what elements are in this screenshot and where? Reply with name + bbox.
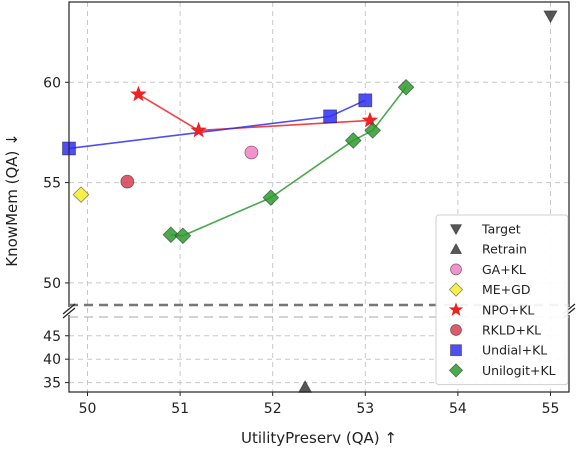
y-tick-label: 35 — [43, 376, 61, 392]
data-point-npo-kl — [190, 121, 207, 138]
legend-marker-retrain — [449, 242, 463, 255]
legend-marker-rkld-kl — [450, 324, 462, 336]
x-tick-label: 50 — [79, 401, 97, 417]
data-point-rkld-kl — [120, 174, 135, 189]
x-tick-label: 52 — [264, 401, 282, 417]
data-point-me-gd — [72, 186, 90, 204]
y-tick-label: 40 — [43, 352, 61, 368]
data-point-unilogit-kl — [162, 226, 180, 244]
legend-box — [435, 214, 569, 386]
y-axis-label: KnowMem (QA) ↓ — [3, 133, 21, 266]
legend-marker-undial-kl — [450, 344, 462, 357]
legend-marker-npo-kl — [448, 302, 464, 316]
legend-label-retrain: Retrain — [482, 242, 527, 257]
legend-label-ga-kl: GA+KL — [482, 262, 526, 277]
plot-frame — [68, 1, 570, 393]
data-point-npo-kl — [130, 85, 147, 102]
axis-break-mark — [62, 303, 76, 315]
legend-label-me-gd: ME+GD — [482, 282, 530, 297]
data-point-npo-kl — [361, 111, 379, 128]
data-point-undial-kl — [323, 109, 338, 124]
data-point-unilogit-kl — [262, 189, 280, 207]
legend-label-unilogit-kl: Unilogit+KL — [482, 363, 556, 378]
legend-label-undial-kl: Undial+KL — [482, 343, 547, 358]
y-tick-label: 55 — [43, 176, 61, 192]
data-point-ga-kl — [244, 145, 259, 160]
axis-break-mark — [62, 307, 76, 319]
x-tick-label: 51 — [171, 401, 189, 417]
series-markers — [62, 10, 558, 393]
axis-break-gap — [562, 307, 576, 315]
legend-label-rkld-kl: RKLD+KL — [482, 323, 541, 338]
data-point-unilogit-kl — [344, 132, 362, 149]
x-tick-label: 53 — [356, 401, 374, 417]
legend-marker-unilogit-kl — [448, 363, 464, 378]
data-point-unilogit-kl — [364, 122, 382, 139]
x-tick-label: 55 — [542, 401, 560, 417]
legend: Target Retrain GA+KL ME+GD NPO+KL RKLD+KL Undi… — [435, 214, 569, 386]
legend-marker-me-gd — [448, 282, 464, 297]
legend-marker-ga-kl — [450, 263, 462, 276]
x-axis-label: UtilityPreserv (QA) ↑ — [241, 429, 397, 447]
y-tick-label: 60 — [43, 75, 61, 91]
data-point-target — [543, 10, 558, 24]
x-tick-label: 54 — [449, 401, 467, 417]
data-point-unilogit-kl — [397, 78, 415, 96]
axis-break-gap — [62, 307, 76, 315]
data-point-unilogit-kl — [174, 227, 192, 245]
y-tick-label: 50 — [43, 276, 61, 292]
data-point-undial-kl — [358, 93, 373, 108]
tick-labels: 50 51 52 53 54 55 50 55 60 35 40 45 — [43, 75, 559, 417]
y-tick-label: 45 — [43, 329, 61, 345]
axes — [62, 1, 576, 393]
legend-label-target: Target — [481, 222, 521, 237]
legend-label-npo-kl: NPO+KL — [482, 302, 534, 317]
legend-marker-target — [449, 224, 463, 236]
